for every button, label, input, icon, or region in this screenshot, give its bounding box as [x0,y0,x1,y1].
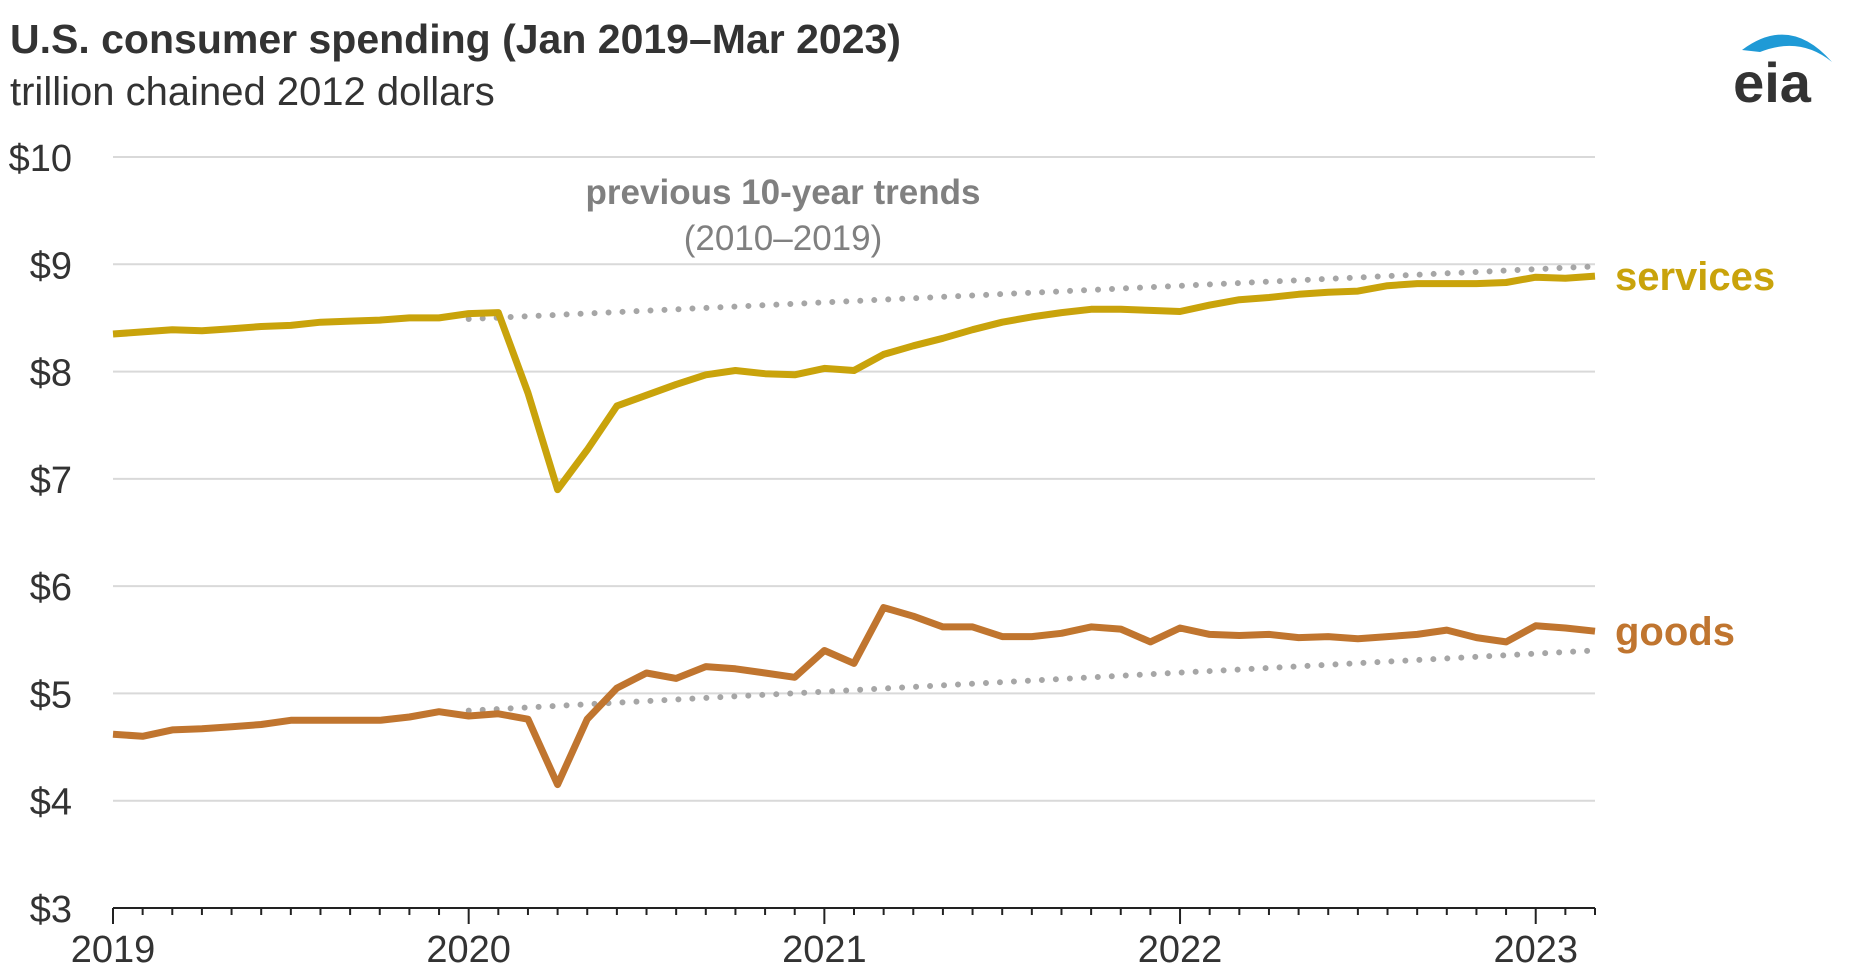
services-trend-line [465,263,1598,322]
eia-logo-text: eia [1733,51,1812,112]
goods-series-label: goods [1615,610,1735,654]
x-tick-label: 2019 [71,929,156,971]
eia-logo-arc [1742,34,1832,62]
axes: $3 $4 $5 $6 $7 $8 $9 $10 2019 2020 2021 2022 2023 [9,138,1596,971]
labels: services goods previous 10-year trends (201… [586,173,1776,654]
y-tick-label: $10 [9,138,72,180]
goods-trend-line [465,647,1598,714]
eia-logo: eia [1733,34,1832,112]
y-tick-label: $7 [30,460,72,502]
x-tick-label: 2021 [782,929,867,971]
y-tick-label: $6 [30,567,72,609]
y-tick-label: $8 [30,353,72,395]
trend-lines [465,263,1598,714]
chart-title: U.S. consumer spending (Jan 2019–Mar 202… [10,16,901,62]
y-tick-label: $5 [30,674,72,716]
y-tick-label: $4 [30,782,72,824]
series-lines [112,272,1596,789]
x-tick-label: 2020 [426,929,511,971]
x-tick-label: 2023 [1493,929,1578,971]
goods-line [112,604,1596,789]
trend-annotation-period: (2010–2019) [684,219,883,258]
services-line [112,272,1596,494]
services-series-label: services [1615,255,1775,299]
x-tick-label: 2022 [1138,929,1223,971]
chart-subtitle: trillion chained 2012 dollars [10,70,495,114]
y-tick-label: $9 [30,245,72,287]
y-tick-label: $3 [30,889,72,931]
trend-annotation-title: previous 10-year trends [586,173,981,212]
